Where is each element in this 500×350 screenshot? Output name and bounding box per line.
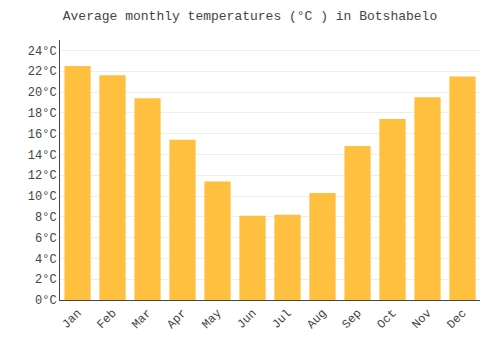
- svg-text:20°C: 20°C: [28, 86, 57, 100]
- svg-text:4°C: 4°C: [35, 253, 57, 267]
- svg-text:Sep: Sep: [339, 307, 364, 332]
- svg-text:Aug: Aug: [304, 307, 329, 332]
- svg-text:Mar: Mar: [129, 307, 154, 332]
- svg-text:Jan: Jan: [59, 307, 84, 332]
- svg-text:16°C: 16°C: [28, 128, 57, 142]
- svg-text:22°C: 22°C: [28, 65, 57, 79]
- svg-text:Oct: Oct: [374, 307, 399, 332]
- svg-text:Jun: Jun: [234, 307, 259, 332]
- svg-text:8°C: 8°C: [35, 211, 57, 225]
- svg-text:10°C: 10°C: [28, 190, 57, 204]
- svg-text:18°C: 18°C: [28, 107, 57, 121]
- svg-text:6°C: 6°C: [35, 232, 57, 246]
- svg-text:Apr: Apr: [164, 307, 189, 332]
- svg-text:0°C: 0°C: [35, 294, 57, 308]
- svg-text:Average monthly temperatures (: Average monthly temperatures (°C ) in Bo…: [63, 9, 437, 24]
- svg-text:12°C: 12°C: [28, 169, 57, 183]
- svg-text:Dec: Dec: [444, 307, 469, 332]
- svg-text:Nov: Nov: [409, 307, 434, 332]
- svg-text:2°C: 2°C: [35, 273, 57, 287]
- svg-text:Jul: Jul: [269, 307, 294, 332]
- svg-text:24°C: 24°C: [28, 45, 57, 59]
- svg-text:Feb: Feb: [94, 307, 119, 332]
- svg-text:May: May: [199, 307, 224, 332]
- svg-text:14°C: 14°C: [28, 149, 57, 163]
